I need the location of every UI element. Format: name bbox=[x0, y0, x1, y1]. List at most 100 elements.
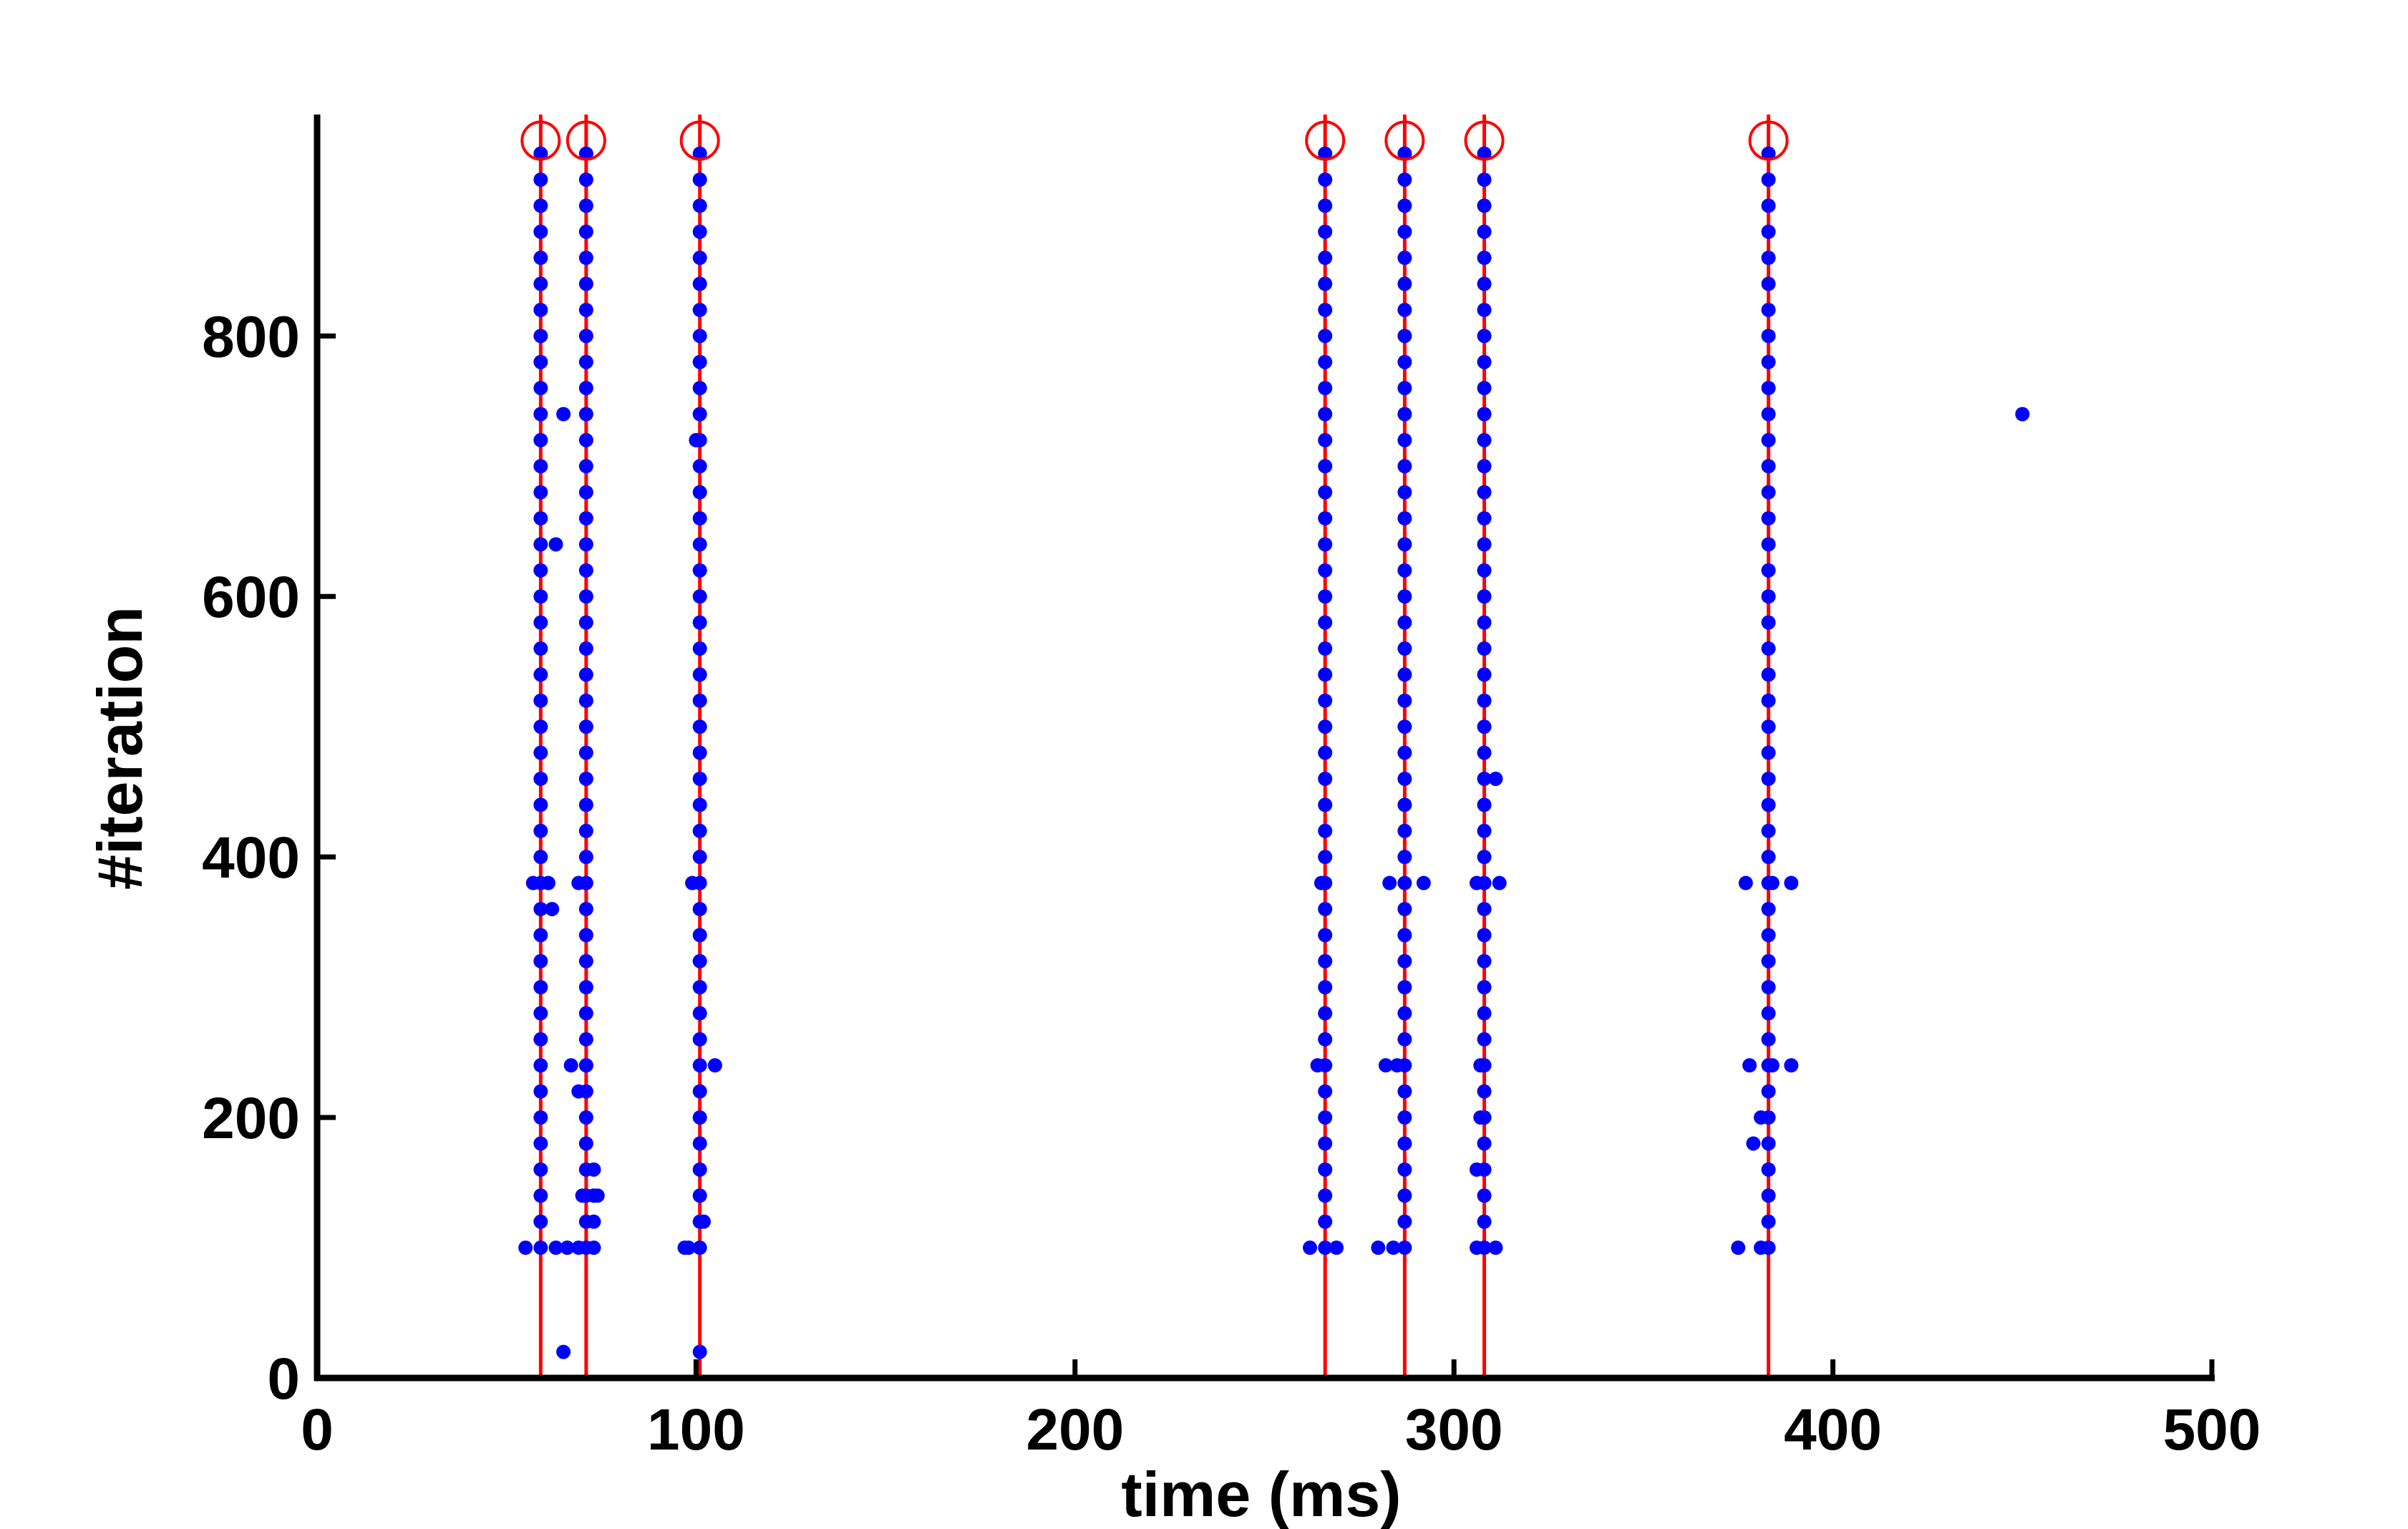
data-point bbox=[1318, 563, 1333, 578]
data-point bbox=[1761, 563, 1776, 578]
data-point bbox=[1477, 1136, 1492, 1151]
data-point bbox=[533, 771, 548, 786]
data-point bbox=[578, 1006, 593, 1021]
data-point bbox=[1318, 537, 1333, 552]
data-point bbox=[1397, 485, 1412, 500]
data-point bbox=[533, 980, 548, 995]
data-point bbox=[692, 1241, 707, 1256]
data-point bbox=[692, 563, 707, 578]
data-point bbox=[533, 251, 548, 266]
data-point bbox=[1784, 875, 1799, 890]
data-point bbox=[692, 693, 707, 708]
data-point bbox=[533, 563, 548, 578]
data-point bbox=[1397, 615, 1412, 630]
data-point bbox=[1371, 1241, 1386, 1256]
data-point bbox=[525, 875, 540, 890]
data-point bbox=[533, 615, 548, 630]
x-tick-label: 0 bbox=[301, 1397, 334, 1462]
data-point bbox=[533, 1188, 548, 1203]
data-point bbox=[1477, 667, 1492, 682]
data-point bbox=[533, 850, 548, 865]
data-point bbox=[692, 302, 707, 317]
data-point bbox=[533, 224, 548, 239]
data-point bbox=[692, 354, 707, 369]
data-point bbox=[1318, 329, 1333, 344]
data-point bbox=[548, 537, 563, 552]
data-point bbox=[1318, 1136, 1333, 1151]
data-point bbox=[1761, 251, 1776, 266]
y-tick-label: 0 bbox=[267, 1346, 300, 1412]
data-point bbox=[1397, 693, 1412, 708]
data-point bbox=[578, 407, 593, 422]
data-point bbox=[1382, 875, 1397, 890]
data-point bbox=[1761, 329, 1776, 344]
data-point bbox=[578, 823, 593, 838]
data-point bbox=[1761, 1214, 1776, 1229]
data-point bbox=[1477, 953, 1492, 969]
data-point bbox=[571, 1241, 586, 1256]
data-point bbox=[1378, 1058, 1393, 1073]
data-point bbox=[1761, 354, 1776, 369]
data-point bbox=[1318, 407, 1333, 422]
data-point bbox=[578, 276, 593, 291]
data-point bbox=[1488, 771, 1503, 786]
data-point bbox=[1477, 850, 1492, 865]
data-point bbox=[1318, 1188, 1333, 1203]
data-point bbox=[1477, 1032, 1492, 1047]
data-point bbox=[1318, 1110, 1333, 1125]
data-point bbox=[1477, 485, 1492, 500]
data-point bbox=[1492, 875, 1507, 890]
data-point bbox=[533, 953, 548, 969]
data-point bbox=[1477, 745, 1492, 760]
data-point bbox=[1754, 1110, 1769, 1125]
data-point bbox=[533, 693, 548, 708]
data-point bbox=[1477, 797, 1492, 812]
data-point bbox=[1310, 1058, 1325, 1073]
data-point bbox=[689, 432, 704, 447]
data-point bbox=[692, 901, 707, 916]
data-point bbox=[1397, 667, 1412, 682]
data-point bbox=[578, 251, 593, 266]
data-point bbox=[548, 1241, 563, 1256]
data-point bbox=[578, 329, 593, 344]
data-point bbox=[1329, 1241, 1344, 1256]
data-point bbox=[578, 224, 593, 239]
data-point bbox=[533, 407, 548, 422]
data-point bbox=[533, 198, 548, 213]
data-point bbox=[578, 537, 593, 552]
data-point bbox=[578, 771, 593, 786]
data-point bbox=[1318, 928, 1333, 943]
data-point bbox=[1397, 1032, 1412, 1047]
data-point bbox=[692, 641, 707, 656]
data-point bbox=[533, 511, 548, 526]
event-lines bbox=[538, 115, 1771, 1378]
data-point bbox=[1761, 172, 1776, 187]
data-point bbox=[1318, 146, 1333, 161]
data-point bbox=[578, 641, 593, 656]
data-point bbox=[1761, 407, 1776, 422]
data-point bbox=[692, 615, 707, 630]
data-point bbox=[692, 198, 707, 213]
data-point bbox=[1469, 1241, 1484, 1256]
data-point bbox=[578, 511, 593, 526]
data-point bbox=[578, 1110, 593, 1125]
data-point bbox=[1761, 771, 1776, 786]
event-circle-marker bbox=[1748, 120, 1789, 161]
y-axis-label: #iteration bbox=[84, 606, 155, 890]
data-point bbox=[1761, 641, 1776, 656]
data-point bbox=[1477, 693, 1492, 708]
data-point bbox=[1397, 589, 1412, 604]
data-point bbox=[1477, 589, 1492, 604]
data-point bbox=[1318, 198, 1333, 213]
data-point bbox=[1488, 1241, 1503, 1256]
data-point bbox=[533, 589, 548, 604]
data-point bbox=[1318, 1032, 1333, 1047]
event-circle-marker bbox=[565, 120, 606, 161]
data-point bbox=[692, 1344, 707, 1359]
data-point bbox=[707, 1058, 722, 1073]
data-point bbox=[1477, 146, 1492, 161]
data-point bbox=[556, 407, 571, 422]
data-point bbox=[533, 667, 548, 682]
data-point bbox=[578, 485, 593, 500]
data-point bbox=[1746, 1136, 1761, 1151]
